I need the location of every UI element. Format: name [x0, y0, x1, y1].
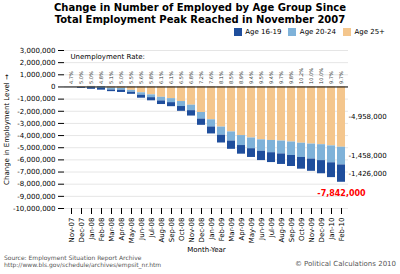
svg-text:8.9%: 8.9% [238, 71, 244, 84]
svg-text:6.8%: 6.8% [188, 71, 194, 84]
html-text:Source: Employment Situation R: Source: Employment Situation Report Arch… [4, 254, 162, 268]
svg-text:Jun-09: Jun-09 [258, 218, 266, 241]
svg-text:4.8%: 4.8% [98, 71, 104, 84]
svg-text:6.1%: 6.1% [158, 71, 164, 84]
svg-text:-7,842,000: -7,842,000 [317, 189, 366, 198]
svg-text:Dec-07: Dec-07 [78, 218, 86, 243]
svg-text:7.2%: 7.2% [198, 71, 204, 84]
html-text:Age 25+: Age 25+ [354, 28, 385, 37]
svg-text:Mar-09: Mar-09 [228, 218, 236, 242]
html-text:Age 16-19: Age 16-19 [245, 28, 282, 37]
svg-text:5.6%: 5.6% [138, 71, 144, 84]
svg-text:Feb-08: Feb-08 [98, 218, 106, 242]
svg-text:Oct-08: Oct-08 [178, 218, 186, 242]
svg-text:Nov-08: Nov-08 [188, 218, 196, 243]
svg-text:Nov-09: Nov-09 [308, 218, 316, 243]
svg-text:10.0%: 10.0% [318, 68, 324, 84]
svg-text:6.1%: 6.1% [168, 71, 174, 84]
svg-text:Sep-09: Sep-09 [288, 218, 296, 243]
svg-text:Mar-08: Mar-08 [108, 218, 116, 242]
svg-text:-1,426,000: -1,426,000 [349, 170, 387, 178]
svg-text:Feb-10: Feb-10 [338, 218, 346, 242]
svg-text:Oct-09: Oct-09 [298, 218, 306, 242]
svg-text:2,000,000: 2,000,000 [20, 59, 56, 67]
svg-text:10.0%: 10.0% [308, 68, 314, 84]
svg-text:-9,000,000: -9,000,000 [17, 193, 55, 201]
svg-text:0: 0 [51, 83, 55, 91]
svg-text:-2,000,000: -2,000,000 [17, 108, 55, 116]
svg-text:-4,958,000: -4,958,000 [349, 113, 387, 121]
svg-text:Sep-08: Sep-08 [168, 218, 176, 243]
svg-text:May-08: May-08 [128, 218, 136, 244]
html-text:© Political Calculations 2010: © Political Calculations 2010 [294, 260, 396, 268]
svg-text:Aug-09: Aug-09 [278, 218, 286, 243]
svg-text:Aug-08: Aug-08 [158, 218, 166, 243]
svg-text:4.7%: 4.7% [68, 71, 74, 84]
svg-text:Apr-09: Apr-09 [238, 218, 246, 241]
svg-text:-3,000,000: -3,000,000 [17, 120, 55, 128]
svg-text:Dec-09: Dec-09 [318, 218, 326, 243]
svg-text:Nov-07: Nov-07 [68, 218, 76, 243]
svg-text:Jan-09: Jan-09 [208, 218, 216, 241]
svg-text:9.8%: 9.8% [288, 71, 294, 84]
svg-text:1,000,000: 1,000,000 [20, 71, 56, 79]
html-text:Change in Number of Employed b: Change in Number of Employed by Age Grou… [54, 2, 346, 25]
svg-text:10.2%: 10.2% [298, 68, 304, 84]
svg-text:-7,000,000: -7,000,000 [17, 168, 55, 176]
svg-text:Jan-08: Jan-08 [88, 218, 96, 241]
svg-text:-10,000,000: -10,000,000 [13, 205, 56, 213]
svg-text:8.5%: 8.5% [228, 71, 234, 84]
svg-text:Dec-08: Dec-08 [198, 218, 206, 243]
svg-text:Jun-08: Jun-08 [138, 218, 146, 241]
svg-text:Jul-09: Jul-09 [268, 218, 276, 239]
svg-text:7.6%: 7.6% [208, 71, 214, 84]
svg-text:-1,000,000: -1,000,000 [17, 95, 55, 103]
svg-text:Change in Employment Level →: Change in Employment Level → [3, 74, 11, 185]
svg-text:-6,000,000: -6,000,000 [17, 156, 55, 164]
svg-text:9.7%: 9.7% [328, 71, 334, 84]
svg-text:5.0%: 5.0% [88, 71, 94, 84]
svg-text:5.8%: 5.8% [148, 71, 154, 84]
svg-text:5.1%: 5.1% [108, 71, 114, 84]
svg-text:May-09: May-09 [248, 218, 256, 244]
svg-text:3,000,000: 3,000,000 [20, 47, 56, 55]
svg-text:-1,458,000: -1,458,000 [349, 152, 387, 160]
svg-text:9.7%: 9.7% [338, 71, 344, 84]
svg-text:9.4%: 9.4% [268, 71, 274, 84]
svg-text:Month-Year: Month-Year [187, 246, 226, 254]
svg-text:Feb-09: Feb-09 [218, 218, 226, 242]
svg-text:Unemployment Rate:: Unemployment Rate: [71, 53, 145, 61]
svg-text:9.5%: 9.5% [258, 71, 264, 84]
svg-text:8.1%: 8.1% [218, 71, 224, 84]
svg-text:-8,000,000: -8,000,000 [17, 180, 55, 188]
html-text:Age 20-24: Age 20-24 [299, 28, 336, 37]
svg-text:-4,000,000: -4,000,000 [17, 132, 55, 140]
svg-text:9.7%: 9.7% [278, 71, 284, 84]
svg-text:Jan-10: Jan-10 [328, 218, 336, 241]
svg-text:5.5%: 5.5% [128, 71, 134, 84]
svg-text:6.5%: 6.5% [178, 71, 184, 84]
svg-text:Apr-08: Apr-08 [118, 218, 126, 241]
svg-text:5.0%: 5.0% [118, 71, 124, 84]
svg-text:-5,000,000: -5,000,000 [17, 144, 55, 152]
svg-text:9.4%: 9.4% [248, 71, 254, 84]
svg-text:Jul-08: Jul-08 [148, 218, 156, 239]
svg-text:5.0%: 5.0% [78, 71, 84, 84]
